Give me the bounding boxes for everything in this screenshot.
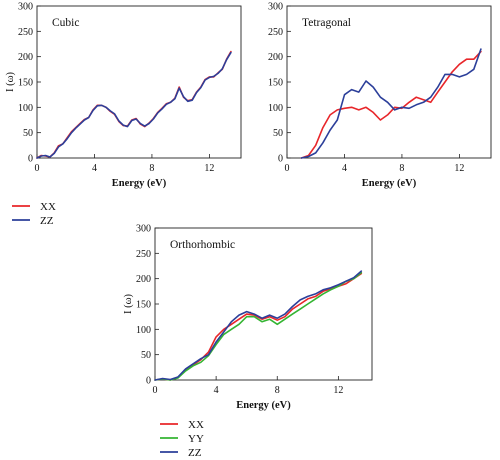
series-line-xx (300, 50, 482, 159)
chart-panel-2: 0 50 100 150 200 250 300 0 4 8 12 Energy (eV) I (ω) O… (123, 224, 373, 411)
panel-title: Cubic (52, 17, 79, 29)
y-tick-label: 150 (136, 300, 151, 311)
panel-title: Tetragonal (302, 17, 351, 29)
y-tick-label: 0 (146, 376, 151, 387)
legend-label: XX (188, 419, 204, 431)
series-line-xx (154, 272, 363, 381)
chart-panel-1: 0 50 100 150 200 250 300 0 4 8 12 Energy (eV) Tetrag… (268, 2, 492, 189)
y-tick-label: 250 (136, 249, 151, 260)
x-tick-label: 0 (153, 385, 158, 396)
y-tick-label: 150 (18, 78, 33, 89)
legend-label: ZZ (188, 447, 202, 459)
legend-label: ZZ (40, 215, 54, 227)
y-axis-title: I (ω) (5, 71, 16, 92)
x-tick-label: 4 (92, 163, 97, 174)
y-tick-label: 50 (273, 128, 283, 139)
y-tick-label: 0 (278, 154, 283, 165)
x-tick-label: 12 (333, 385, 343, 396)
chart-panel-0: 0 50 100 150 200 250 300 0 4 8 12 Energy (eV) I (ω) C… (5, 2, 242, 189)
x-axis-title: Energy (eV) (112, 178, 167, 189)
x-axis-title: Energy (eV) (362, 178, 417, 189)
series-line-yy (154, 271, 363, 381)
x-tick-label: 4 (342, 163, 347, 174)
y-tick-label: 200 (136, 274, 151, 285)
y-tick-label: 250 (18, 27, 33, 38)
y-axis-title: I (ω) (123, 293, 134, 314)
x-tick-label: 12 (204, 163, 214, 174)
x-tick-label: 8 (399, 163, 404, 174)
x-axis-title: Energy (eV) (236, 400, 291, 411)
y-tick-label: 250 (268, 27, 283, 38)
y-tick-label: 100 (136, 325, 151, 336)
series-line-zz (36, 51, 232, 159)
x-tick-label: 4 (214, 385, 219, 396)
y-tick-label: 150 (268, 78, 283, 89)
y-tick-label: 300 (18, 2, 33, 13)
y-tick-label: 50 (141, 350, 151, 361)
y-tick-label: 300 (136, 224, 151, 235)
legend-label: XX (40, 201, 56, 213)
y-tick-label: 300 (268, 2, 283, 13)
x-tick-label: 8 (149, 163, 154, 174)
legend-bottom: XX YY ZZ (160, 419, 204, 459)
series-line-xx (36, 50, 232, 159)
series-line-zz (154, 270, 363, 381)
x-tick-label: 0 (35, 163, 40, 174)
x-tick-label: 8 (275, 385, 280, 396)
y-tick-label: 100 (268, 103, 283, 114)
y-tick-label: 50 (23, 128, 33, 139)
y-tick-label: 200 (18, 52, 33, 63)
y-tick-label: 100 (18, 103, 33, 114)
y-tick-label: 200 (268, 52, 283, 63)
legend-label: YY (188, 433, 204, 445)
x-tick-label: 12 (454, 163, 464, 174)
y-tick-label: 0 (28, 154, 33, 165)
panel-title: Orthorhombic (170, 239, 235, 251)
legend-top: XX ZZ (12, 201, 56, 227)
series-line-zz (300, 48, 482, 159)
x-tick-label: 0 (285, 163, 290, 174)
